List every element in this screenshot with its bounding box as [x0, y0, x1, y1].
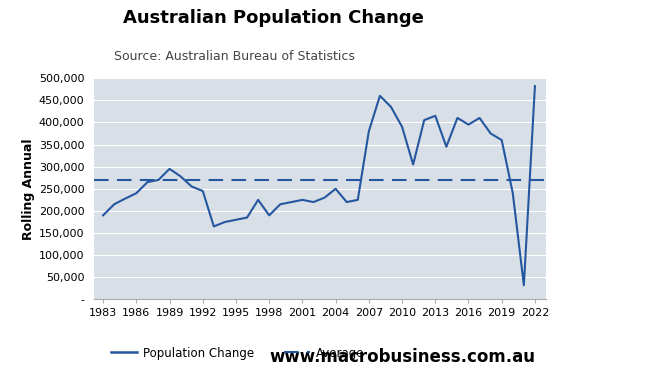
Text: www.macrobusiness.com.au: www.macrobusiness.com.au — [270, 349, 536, 366]
Legend: Population Change, Average: Population Change, Average — [107, 342, 369, 364]
Y-axis label: Rolling Annual: Rolling Annual — [21, 138, 34, 240]
Text: Source: Australian Bureau of Statistics: Source: Australian Bureau of Statistics — [114, 50, 355, 63]
Text: BUSINESS: BUSINESS — [567, 71, 632, 84]
Text: MACRO: MACRO — [572, 36, 627, 49]
Text: Australian Population Change: Australian Population Change — [123, 9, 423, 27]
